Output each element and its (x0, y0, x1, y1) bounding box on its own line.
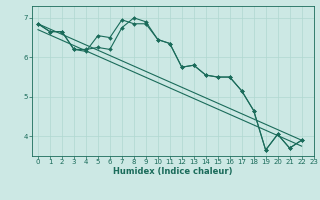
X-axis label: Humidex (Indice chaleur): Humidex (Indice chaleur) (113, 167, 233, 176)
